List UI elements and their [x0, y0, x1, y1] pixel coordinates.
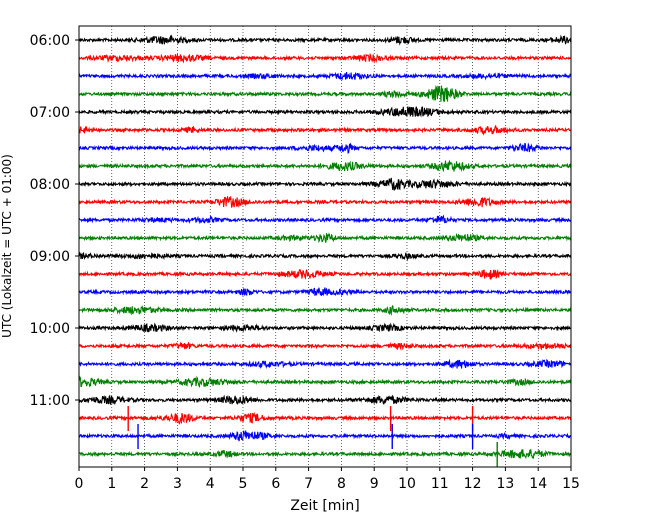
x-tick-label: 14 — [529, 476, 547, 492]
trace-0700 — [78, 106, 572, 118]
y-tick-label: 09:00 — [30, 249, 70, 265]
x-tick-label: 9 — [370, 476, 379, 492]
y-tick-label: 08:00 — [30, 177, 70, 193]
x-tick-label: 8 — [337, 476, 346, 492]
trace-1100 — [78, 394, 572, 406]
y-tick-label: 07:00 — [30, 105, 70, 121]
trace-1145 — [78, 449, 572, 459]
y-axis: 06:00 07:00 08:00 09:00 10:00 11:00 — [30, 33, 79, 409]
x-tick-label: 4 — [206, 476, 215, 492]
x-tick-label: 6 — [271, 476, 280, 492]
y-tick-label: 10:00 — [30, 321, 70, 337]
x-axis-label: Zeit [min] — [290, 498, 359, 514]
trace-0945 — [78, 305, 572, 316]
trace-0630 — [78, 71, 572, 81]
x-axis: 0 1 2 3 4 5 6 7 8 9 10 11 12 13 14 15 — [75, 467, 580, 492]
x-tick-label: 10 — [398, 476, 416, 492]
trace-0930 — [78, 286, 572, 297]
trace-1130 — [78, 430, 572, 442]
trace-0830 — [78, 214, 572, 224]
trace-1115 — [78, 411, 572, 425]
x-tick-label: 0 — [75, 476, 84, 492]
trace-1045 — [78, 375, 572, 388]
trace-1015 — [78, 341, 572, 351]
x-tick-label: 7 — [304, 476, 313, 492]
trace-0845 — [78, 232, 572, 244]
x-tick-label: 15 — [562, 476, 580, 492]
plot-frame — [78, 25, 572, 468]
y-axis-label: UTC (Lokalzeit = UTC + 01:00) — [0, 154, 14, 338]
trace-1000 — [78, 322, 572, 333]
trace-1030 — [78, 358, 572, 369]
x-tick-label: 5 — [239, 476, 248, 492]
x-tick-label: 1 — [107, 476, 116, 492]
trace-0615 — [78, 52, 572, 64]
trace-0815 — [78, 196, 572, 208]
y-tick-label: 11:00 — [30, 393, 70, 409]
trace-0600 — [78, 34, 572, 46]
trace-0800 — [78, 177, 572, 191]
x-tick-label: 11 — [431, 476, 449, 492]
trace-0900 — [78, 251, 572, 262]
x-tick-label: 13 — [496, 476, 514, 492]
trace-0645 — [78, 85, 572, 102]
y-tick-label: 06:00 — [30, 33, 70, 49]
trace-0745 — [78, 159, 572, 173]
trace-0915 — [78, 268, 572, 281]
x-tick-label: 3 — [173, 476, 182, 492]
x-tick-label: 2 — [140, 476, 149, 492]
trace-0715 — [78, 124, 572, 136]
trace-lines — [78, 34, 572, 467]
trace-0730 — [78, 142, 572, 154]
x-tick-label: 12 — [464, 476, 482, 492]
